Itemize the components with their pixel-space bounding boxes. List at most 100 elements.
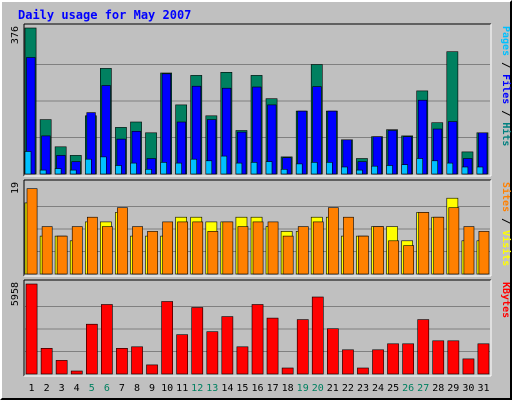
bar-sites-30 (463, 226, 475, 275)
bar-pages-17 (265, 161, 273, 175)
x-tick-label-24: 24 (372, 383, 384, 394)
x-tick-label-15: 15 (236, 383, 248, 394)
bar-sites-17 (267, 221, 279, 275)
bar-pages-14 (220, 155, 228, 175)
bar-pages-8 (130, 162, 137, 175)
series-label-part: / (500, 56, 511, 74)
max-label-hits-files-pages: 376 (10, 26, 21, 44)
x-tick-label-19: 19 (297, 383, 309, 394)
bar-sites-20 (312, 221, 324, 275)
bar-sites-21 (327, 207, 339, 275)
bar-sites-22 (343, 216, 354, 275)
bar-sites-10 (162, 221, 174, 275)
bar-sites-5 (87, 216, 98, 275)
bar-sites-18 (282, 235, 294, 275)
bar-kbytes-29 (447, 340, 460, 375)
bar-pages-15 (235, 162, 243, 175)
bar-pages-13 (205, 160, 213, 175)
series-label-part: Pages (500, 26, 511, 56)
x-tick-label-11: 11 (176, 383, 188, 394)
bar-kbytes-5 (86, 323, 98, 375)
bar-sites-11 (177, 221, 189, 275)
bar-pages-31 (476, 166, 484, 175)
bar-sites-27 (418, 212, 430, 275)
bar-pages-9 (145, 169, 152, 175)
bar-kbytes-13 (206, 331, 219, 375)
x-tick-label-30: 30 (462, 383, 474, 394)
x-tick-label-18: 18 (282, 383, 294, 394)
bar-pages-20 (310, 162, 318, 175)
bar-kbytes-27 (417, 319, 430, 375)
series-label-part: / (500, 104, 511, 122)
bar-pages-1 (24, 151, 32, 175)
x-tick-label-28: 28 (432, 383, 444, 394)
bar-pages-5 (85, 158, 92, 175)
bar-files-20 (312, 86, 322, 175)
bar-kbytes-10 (161, 301, 174, 375)
x-tick-label-8: 8 (134, 383, 140, 394)
x-tick-label-27: 27 (417, 383, 429, 394)
bar-pages-25 (386, 165, 393, 175)
x-tick-label-2: 2 (44, 383, 50, 394)
bar-sites-29 (448, 207, 460, 275)
x-tick-label-23: 23 (357, 383, 369, 394)
x-tick-label-31: 31 (477, 383, 489, 394)
bar-sites-23 (358, 235, 369, 275)
series-label-hits-files-pages: Pages / Files / Hits (500, 26, 512, 146)
x-tick-label-20: 20 (312, 383, 324, 394)
x-tick-label-22: 22 (342, 383, 354, 394)
bar-kbytes-3 (55, 360, 68, 375)
x-tick-label-13: 13 (206, 383, 218, 394)
bar-pages-28 (431, 160, 439, 175)
bar-kbytes-18 (281, 367, 294, 375)
bar-pages-29 (446, 162, 454, 175)
bar-kbytes-20 (311, 296, 324, 375)
x-tick-label-17: 17 (267, 383, 279, 394)
bar-files-10 (161, 73, 172, 175)
bar-sites-9 (147, 231, 158, 275)
bar-pages-21 (325, 162, 333, 175)
bar-sites-7 (117, 207, 128, 275)
x-tick-label-16: 16 (251, 383, 263, 394)
bar-pages-26 (401, 164, 408, 175)
x-tick-label-1: 1 (28, 383, 34, 394)
series-label-part: Hits (500, 122, 512, 146)
bar-pages-10 (160, 162, 167, 175)
bar-kbytes-4 (70, 370, 83, 375)
bar-sites-24 (373, 226, 384, 275)
x-tick-label-21: 21 (327, 383, 339, 394)
bar-sites-25 (388, 240, 399, 275)
bar-sites-31 (478, 231, 490, 275)
bar-pages-7 (115, 165, 122, 175)
bar-kbytes-22 (342, 349, 354, 375)
x-tick-label-4: 4 (74, 383, 80, 394)
bar-sites-6 (102, 226, 113, 275)
bar-pages-2 (39, 169, 47, 175)
bar-kbytes-2 (40, 347, 53, 375)
bar-kbytes-24 (372, 349, 384, 375)
x-tick-label-6: 6 (104, 383, 110, 394)
max-label-kbytes: 5958 (10, 282, 21, 306)
bar-kbytes-28 (432, 340, 445, 375)
bar-sites-4 (71, 226, 83, 275)
bar-kbytes-16 (251, 304, 264, 375)
bar-sites-15 (237, 226, 249, 275)
x-tick-label-3: 3 (59, 383, 65, 394)
bar-pages-3 (54, 168, 62, 175)
bar-sites-28 (433, 216, 445, 275)
bar-kbytes-7 (116, 347, 128, 375)
bar-kbytes-1 (25, 283, 38, 375)
bar-sites-14 (222, 221, 234, 275)
bar-kbytes-6 (101, 304, 113, 375)
bar-pages-12 (190, 158, 197, 175)
bar-kbytes-11 (176, 334, 189, 375)
bar-pages-22 (341, 166, 348, 175)
x-tick-label-7: 7 (119, 383, 125, 394)
x-tick-label-12: 12 (191, 383, 203, 394)
series-label-part: Visits (500, 230, 512, 266)
bar-pages-30 (461, 166, 469, 175)
bar-pages-19 (295, 163, 303, 175)
x-tick-label-26: 26 (402, 383, 414, 394)
bar-pages-4 (69, 169, 77, 175)
bar-pages-27 (416, 158, 424, 175)
